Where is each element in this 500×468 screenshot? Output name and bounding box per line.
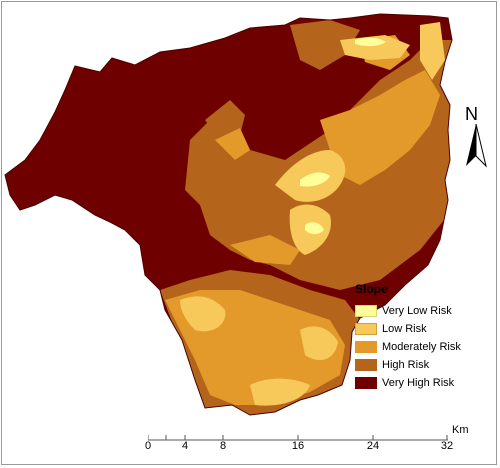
high-risk-patch [205, 100, 245, 140]
legend-swatch-moderate [355, 341, 377, 353]
north-label: N [465, 104, 478, 124]
scale-bar [148, 435, 448, 441]
legend-item: Very High Risk [355, 374, 495, 392]
region-outline [4, 13, 453, 416]
low-risk-band-ne [420, 22, 445, 80]
scale-unit-label: Km [452, 424, 469, 436]
legend-item: Very Low Risk [355, 302, 495, 320]
legend-item: High Risk [355, 356, 495, 374]
scale-tick-label: 32 [440, 440, 454, 452]
very-low-risk-streak-3 [305, 222, 324, 235]
low-risk-band-s2 [250, 378, 310, 406]
low-risk-band-south [180, 296, 226, 332]
scale-tick-label: 8 [219, 440, 227, 452]
moderate-risk-patch [215, 128, 250, 160]
scale-tick-label: 24 [366, 440, 380, 452]
very-low-risk-streak-2 [355, 37, 386, 47]
legend-label: Very High Risk [382, 377, 455, 389]
legend-label: Very Low Risk [382, 305, 452, 317]
moderate-risk-area [320, 70, 440, 185]
scale-tick-label: 16 [291, 440, 305, 452]
legend-swatch-very-low [355, 305, 377, 317]
north-arrow-icon [466, 123, 487, 168]
legend: Slope Very Low Risk Low Risk Moderately … [355, 282, 495, 392]
legend-label: Low Risk [382, 323, 427, 335]
legend-title: Slope [355, 282, 388, 296]
legend-swatch-high [355, 359, 377, 371]
high-risk-area-north [290, 20, 360, 70]
legend-swatch-very-high [355, 377, 377, 389]
very-low-risk-streak [300, 172, 330, 187]
scale-tick-label: 0 [144, 440, 152, 452]
moderate-risk-patch-central [230, 235, 300, 265]
legend-item: Low Risk [355, 320, 495, 338]
scale-tick-label: 4 [181, 440, 189, 452]
legend-label: Moderately Risk [382, 341, 461, 353]
legend-item: Moderately Risk [355, 338, 495, 356]
legend-swatch-low [355, 323, 377, 335]
low-risk-band-s3 [300, 326, 338, 361]
legend-label: High Risk [382, 359, 430, 371]
